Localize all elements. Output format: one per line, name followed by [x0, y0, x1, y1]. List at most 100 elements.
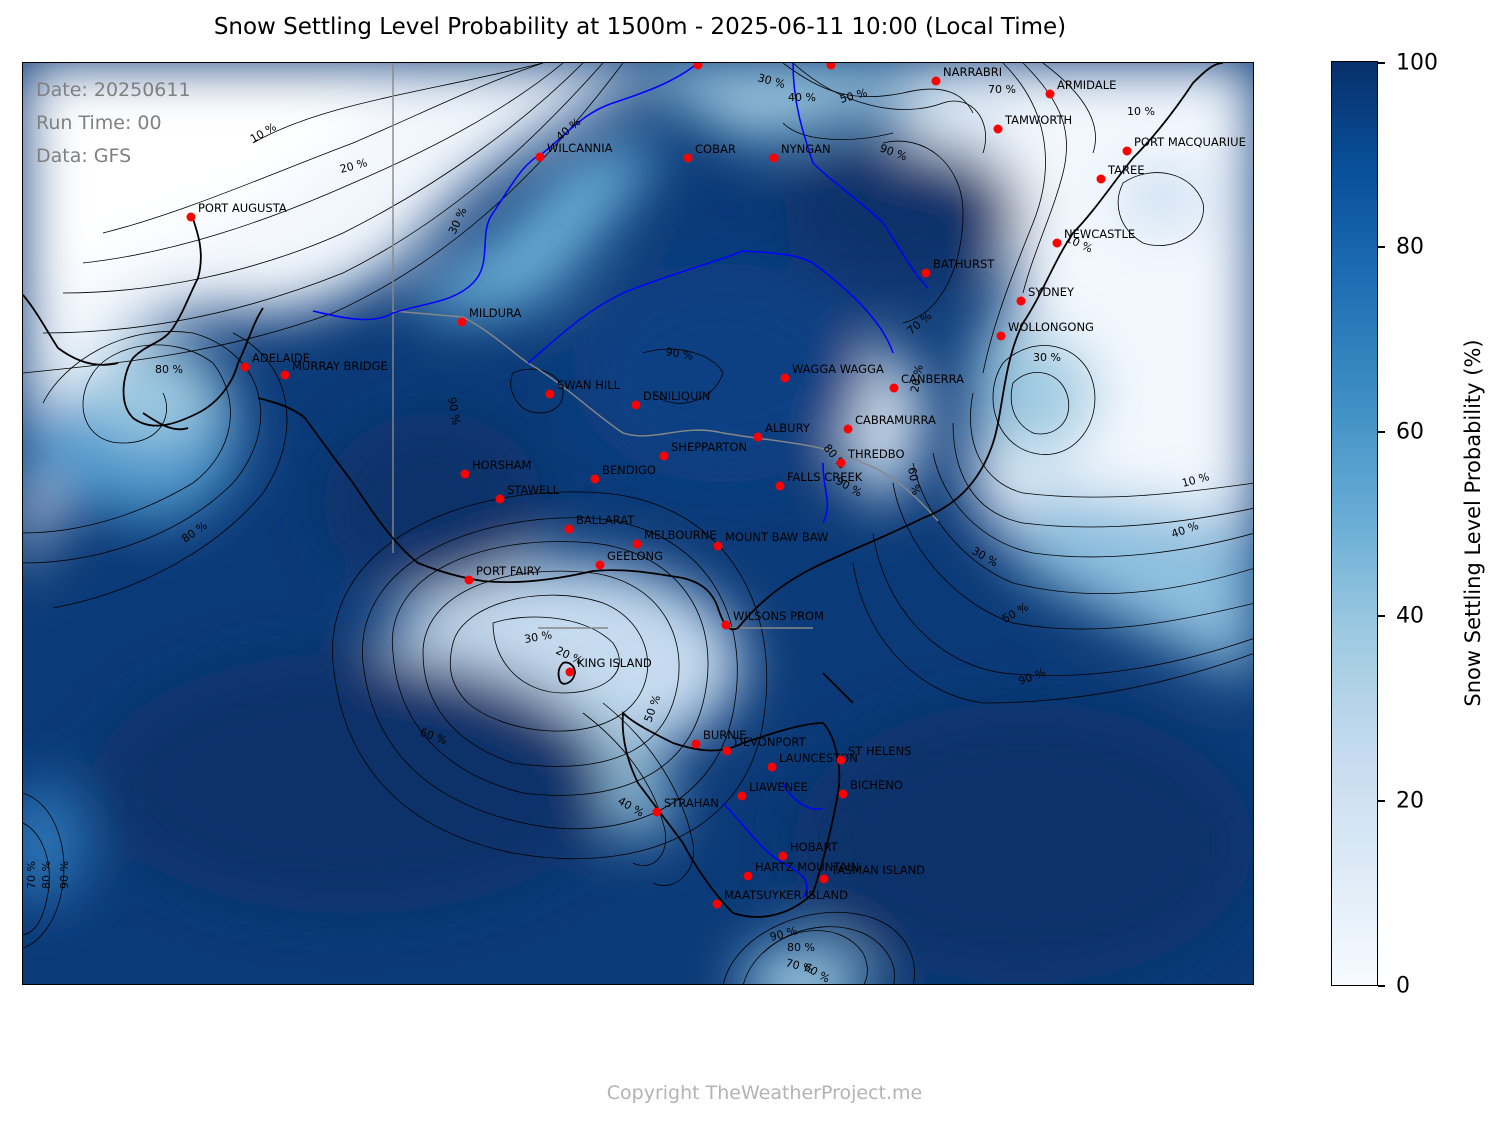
city-marker-launceston — [767, 762, 777, 772]
contour-label: 70 % — [988, 83, 1016, 96]
city-label-maatsuyker-island: MAATSUYKER ISLAND — [724, 888, 848, 902]
city-marker-wilcannia — [535, 152, 545, 162]
city-marker-shepparton — [659, 451, 669, 461]
contour-label: 80 % — [40, 861, 53, 889]
city-marker-tasman-island — [819, 874, 829, 884]
city-marker-nyngan — [769, 153, 779, 163]
city-label-st-helens: ST HELENS — [848, 744, 911, 758]
city-marker-strahan — [652, 807, 662, 817]
city-label-port-augusta: PORT AUGUSTA — [198, 201, 287, 215]
contour-label: 80 % — [155, 363, 183, 376]
city-label-king-island: KING ISLAND — [577, 656, 652, 670]
city-marker-armidale — [1045, 89, 1055, 99]
city-marker-stawell — [495, 494, 505, 504]
city-label-tamworth: TAMWORTH — [1004, 113, 1072, 127]
city-label-armidale: ARMIDALE — [1057, 78, 1116, 92]
city-markers: BOURKEWALGETTNARRABRIARMIDALETAMWORTHPOR… — [186, 63, 1246, 909]
city-marker-king-island — [565, 667, 575, 677]
city-label-geelong: GEELONG — [607, 549, 663, 563]
city-marker-bathurst — [921, 268, 931, 278]
map-panel[interactable]: 10 % 20 % 30 % 40 % 30 % 40 % 50 % 70 % … — [22, 62, 1254, 985]
city-marker-wagga-wagga — [780, 373, 790, 383]
city-label-wagga-wagga: WAGGA WAGGA — [792, 362, 884, 376]
city-label-hartz-mountain: HARTZ MOUNTAIN — [755, 860, 859, 874]
city-label-port-macquariue: PORT MACQUARIUE — [1134, 135, 1246, 149]
city-label-bathurst: BATHURST — [933, 257, 995, 271]
colorbar-tick — [1378, 985, 1385, 987]
city-marker-port-macquariue — [1122, 146, 1132, 156]
city-marker-hobart — [778, 851, 788, 861]
city-label-falls-creek: FALLS CREEK — [787, 470, 863, 484]
city-label-ballarat: BALLARAT — [576, 513, 635, 527]
city-label-narrabri: NARRABRI — [943, 65, 1002, 79]
city-label-wilcannia: WILCANNIA — [547, 141, 613, 155]
city-marker-walgett — [826, 63, 836, 70]
city-marker-port-augusta — [186, 212, 196, 222]
city-marker-falls-creek — [775, 481, 785, 491]
probability-map: 10 % 20 % 30 % 40 % 30 % 40 % 50 % 70 % … — [23, 63, 1253, 984]
city-marker-wilsons-prom — [721, 620, 731, 630]
city-label-tasman-island: TASMAN ISLAND — [830, 863, 925, 877]
colorbar-title: Snow Settling Level Probability (%) — [1461, 339, 1485, 707]
city-marker-cabramurra — [843, 424, 853, 434]
city-label-cabramurra: CABRAMURRA — [855, 413, 936, 427]
city-marker-narrabri — [931, 76, 941, 86]
colorbar-tick-label: 0 — [1396, 973, 1410, 999]
city-marker-bicheno — [838, 789, 848, 799]
city-label-newcastle: NEWCASTLE — [1064, 227, 1135, 241]
colorbar-tick — [1378, 615, 1385, 617]
city-marker-horsham — [460, 469, 470, 479]
city-label-stawell: STAWELL — [507, 483, 560, 497]
city-marker-sydney — [1016, 296, 1026, 306]
contour-label: 90 % — [664, 345, 694, 363]
city-label-deniliquin: DENILIQUIN — [643, 389, 710, 403]
city-marker-st-helens — [836, 755, 846, 765]
city-marker-bendigo — [590, 474, 600, 484]
city-marker-adelaide — [240, 362, 250, 372]
colorbar-tick-label: 80 — [1396, 234, 1424, 260]
colorbar-tick-label: 40 — [1396, 603, 1424, 629]
city-label-hobart: HOBART — [790, 840, 839, 854]
contour-label: 70 % — [25, 861, 38, 889]
city-label-taree: TAREE — [1107, 163, 1145, 177]
city-marker-murray-bridge — [280, 370, 290, 380]
colorbar-tick-label: 60 — [1396, 419, 1424, 445]
city-marker-geelong — [595, 560, 605, 570]
city-label-horsham: HORSHAM — [472, 458, 531, 472]
city-label-mildura: MILDURA — [469, 306, 522, 320]
data-source: Data: GFS — [36, 145, 132, 167]
city-marker-maatsuyker-island — [712, 899, 722, 909]
city-marker-albury — [753, 432, 763, 442]
city-label-wollongong: WOLLONGONG — [1008, 320, 1094, 334]
contour-label: 40 % — [788, 91, 816, 104]
copyright-notice: Copyright TheWeatherProject.me — [606, 1082, 923, 1104]
run-date: Date: 20250611 — [36, 79, 191, 101]
city-label-wilsons-prom: WILSONS PROM — [733, 609, 824, 623]
city-marker-burnie — [691, 739, 701, 749]
colorbar-tick — [1378, 246, 1385, 248]
city-marker-port-fairy — [464, 575, 474, 585]
contour-lines — [23, 63, 1253, 984]
colorbar-tick — [1378, 800, 1385, 802]
city-label-albury: ALBURY — [765, 421, 811, 435]
city-marker-deniliquin — [631, 400, 641, 410]
city-label-strahan: STRAHAN — [664, 796, 719, 810]
contour-label: 80 % — [787, 941, 815, 954]
contour-label: 30 % — [523, 628, 553, 646]
city-label-nyngan: NYNGAN — [781, 142, 831, 156]
city-label-port-fairy: PORT FAIRY — [476, 564, 542, 578]
city-label-mount-baw-baw: MOUNT BAW BAW — [725, 530, 828, 544]
map-title: Snow Settling Level Probability at 1500m… — [213, 14, 1067, 40]
colorbar-tick — [1378, 431, 1385, 433]
city-label-launceston: LAUNCESTON — [779, 751, 858, 765]
city-label-shepparton: SHEPPARTON — [671, 440, 747, 454]
city-label-murray-bridge: MURRAY BRIDGE — [292, 359, 388, 373]
city-marker-thredbo — [836, 458, 846, 468]
city-marker-devonport — [722, 746, 732, 756]
city-label-swan-hill: SWAN HILL — [557, 378, 621, 392]
city-marker-melbourne — [632, 539, 642, 549]
city-label-cobar: COBAR — [695, 142, 736, 156]
city-marker-mildura — [457, 317, 467, 327]
colorbar-tick-label: 20 — [1396, 788, 1424, 814]
city-marker-ballarat — [564, 524, 574, 534]
